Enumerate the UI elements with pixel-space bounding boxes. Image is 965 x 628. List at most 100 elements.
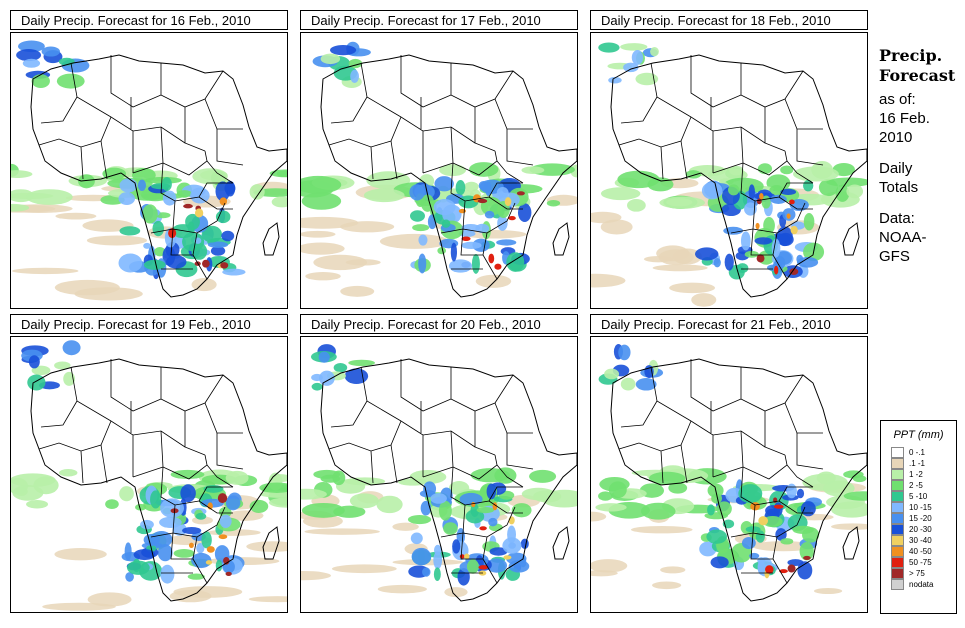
country-border [450, 374, 514, 412]
country-border [618, 420, 692, 452]
coastline [610, 54, 867, 298]
forecast-panel-feb18: Daily Precip. Forecast for 18 Feb., 2010 [590, 10, 870, 310]
legend-row: 40 -50 [881, 546, 956, 557]
country-border [460, 228, 488, 256]
country-border [796, 433, 824, 470]
legend-swatch [891, 458, 904, 469]
precip-map[interactable] [590, 32, 868, 309]
forecast-panel-feb17: Daily Precip. Forecast for 17 Feb., 2010 [300, 10, 580, 310]
country-border [660, 450, 664, 484]
country-border [38, 116, 112, 148]
country-border [150, 228, 174, 234]
country-border [80, 450, 84, 484]
country-border [184, 411, 206, 456]
asof-line2: 16 Feb. [879, 110, 930, 127]
country-border [712, 126, 766, 144]
country-border [40, 96, 78, 124]
country-border [192, 254, 208, 280]
country-border [70, 366, 134, 477]
country-border [740, 126, 788, 176]
madagascar-outline [262, 526, 280, 560]
country-border [440, 228, 464, 234]
country-border [496, 160, 524, 184]
precip-legend: PPT (mm) 0 -.1 .1 -1 1 -2 2 -5 5 -10 10 -15 15… [880, 420, 957, 614]
asof-line3: 2010 [879, 129, 913, 146]
africa-map-svg [301, 41, 577, 298]
country-border [740, 162, 813, 202]
legend-swatch [891, 491, 904, 502]
legend-label: 40 -50 [909, 547, 932, 556]
legend-swatch [891, 524, 904, 535]
country-border [690, 55, 742, 108]
country-border [784, 98, 823, 130]
panel-title: Daily Precip. Forecast for 16 Feb., 2010 [10, 10, 288, 30]
forecast-panel-feb21: Daily Precip. Forecast for 21 Feb., 2010 [590, 314, 870, 614]
data-line2: NOAA- [879, 229, 927, 246]
daily-line1: Daily [879, 160, 913, 177]
country-border [170, 532, 198, 560]
precip-map[interactable] [10, 336, 288, 613]
country-border [740, 466, 813, 506]
legend-swatch [891, 513, 904, 524]
panel-title: Daily Precip. Forecast for 19 Feb., 2010 [10, 314, 288, 334]
country-border [422, 430, 476, 448]
country-border [328, 420, 402, 452]
country-border [772, 558, 788, 584]
precip-map[interactable] [590, 336, 868, 613]
country-border [764, 107, 786, 152]
country-border [712, 466, 744, 478]
legend-swatch [891, 546, 904, 557]
precip-field [591, 343, 867, 595]
legend-row: > 75 [881, 568, 956, 579]
coastline [30, 358, 287, 602]
country-border [778, 196, 813, 210]
precip-field [591, 42, 867, 307]
precip-map[interactable] [10, 32, 288, 309]
country-border [216, 433, 244, 470]
country-border [184, 107, 206, 152]
forecast-panel-feb20: Daily Precip. Forecast for 20 Feb., 2010 [300, 314, 580, 614]
country-border [690, 359, 742, 412]
country-border [360, 62, 424, 173]
country-border [80, 146, 84, 180]
country-border [474, 411, 496, 456]
country-border [110, 55, 162, 108]
legend-row: nodata [881, 579, 956, 590]
country-border [730, 228, 754, 234]
country-border [712, 430, 766, 448]
legend-label: > 75 [909, 569, 925, 578]
legend-swatch [891, 557, 904, 568]
africa-map-svg [591, 343, 867, 602]
africa-map-svg [301, 344, 577, 602]
country-border [494, 402, 533, 434]
country-border [132, 162, 164, 174]
legend-label: 15 -20 [909, 514, 932, 523]
coastline [320, 358, 577, 602]
precip-map[interactable] [300, 336, 578, 613]
country-border [100, 444, 108, 484]
data-line3: GFS [879, 248, 910, 265]
legend-label: .1 -1 [909, 459, 926, 468]
country-border [132, 466, 164, 478]
country-border [620, 400, 658, 428]
country-border [730, 532, 754, 538]
country-border [460, 532, 488, 560]
panel-title: Daily Precip. Forecast for 20 Feb., 2010 [300, 314, 578, 334]
country-border [100, 140, 108, 180]
country-border [482, 254, 498, 280]
country-border [506, 433, 534, 470]
country-border [370, 450, 374, 484]
forecast-panel-feb19: Daily Precip. Forecast for 19 Feb., 2010 [10, 314, 290, 614]
side-caption: Precip. Forecast as of: 16 Feb. 2010 Dai… [879, 46, 963, 266]
precip-map[interactable] [300, 32, 578, 309]
country-border [328, 116, 402, 148]
country-border [422, 162, 454, 174]
madagascar-outline [552, 526, 570, 560]
country-border [422, 126, 476, 144]
country-border [160, 466, 233, 506]
country-border [740, 70, 804, 108]
country-border [618, 116, 692, 148]
precip-field [11, 340, 287, 611]
legend-label: 30 -40 [909, 536, 932, 545]
legend-swatch [891, 447, 904, 458]
